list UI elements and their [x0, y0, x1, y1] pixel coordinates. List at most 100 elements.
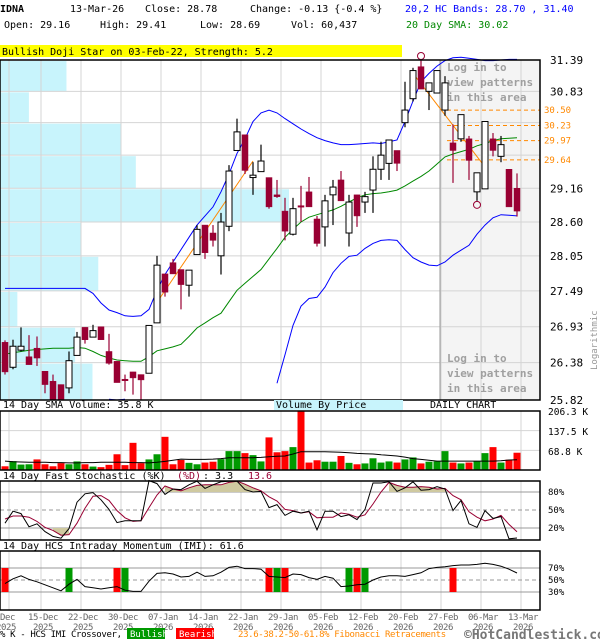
volume-bar [1, 466, 9, 470]
volume-bar [417, 463, 425, 470]
imi-tick-label: 30% [548, 588, 565, 598]
price-tick-label: 29.16 [550, 182, 583, 195]
candle-body [41, 371, 49, 385]
crossover-legend: % K - HCS IMI Crossover, [0, 630, 122, 640]
candle [481, 121, 489, 190]
stoch-d-label: (%D) [177, 471, 201, 482]
candle-body [193, 228, 201, 256]
volume-bar [385, 461, 393, 470]
candle [73, 331, 81, 356]
candle [313, 215, 321, 247]
imi-line [4, 562, 518, 592]
volume-bar [201, 462, 209, 470]
volume-bar [337, 455, 345, 470]
candle-body [265, 177, 273, 208]
date-tick-label: 05-Feb [308, 613, 338, 623]
candle-body [441, 82, 449, 111]
volume-bar [321, 461, 329, 470]
volume-bar [209, 461, 217, 470]
candle [249, 162, 257, 195]
date-tick-label: 27-Feb [428, 613, 458, 623]
pattern-banner[interactable]: Bullish Doji Star on 03-Feb-22, Strength… [2, 47, 273, 58]
volume-bar [449, 462, 457, 470]
volume-bar [121, 465, 129, 470]
stoch-zone-fill [165, 481, 261, 492]
copyright[interactable]: ©HotCandlestick.com [464, 628, 600, 640]
high-value: High: 29.41 [100, 20, 166, 31]
volume-bar [265, 437, 273, 470]
candle [41, 371, 49, 394]
candle [137, 374, 145, 400]
volume-bar [105, 464, 113, 470]
candle [433, 70, 441, 94]
candle-body [433, 70, 441, 94]
volume-bar [289, 447, 297, 470]
candle [177, 269, 185, 310]
candle [449, 124, 457, 183]
date-tick-label: 15-Dec [28, 613, 58, 623]
volume-bar [361, 463, 369, 470]
volume-bar [17, 464, 25, 470]
volume-bar [97, 467, 105, 470]
candle-body [321, 200, 329, 228]
price-tick-label: 30.83 [550, 85, 583, 98]
volume-bar [65, 464, 73, 470]
imi-tick-label: 50% [548, 576, 565, 586]
candle-body [273, 194, 281, 197]
bearish-crossover-bar [265, 568, 273, 592]
candle-body [401, 109, 409, 124]
volume-bar [241, 453, 249, 470]
volume-bar [145, 459, 153, 470]
candle [209, 225, 217, 247]
close-value: Close: 28.78 [145, 4, 217, 15]
candle [9, 339, 17, 370]
candle [25, 335, 33, 365]
candle-body [121, 378, 129, 381]
candle [233, 118, 241, 151]
candle-body [489, 138, 497, 151]
candle [169, 258, 177, 275]
date-tick-label: 20-Feb [388, 613, 418, 623]
stoch-d-line [4, 480, 518, 536]
date-tick-label: 12-Feb [348, 613, 378, 623]
volume-bar [185, 462, 193, 470]
candle [369, 156, 377, 213]
candle [473, 172, 481, 201]
volume-by-price-label: Volume By Price [276, 400, 366, 411]
candle [377, 141, 385, 180]
candle [297, 185, 305, 223]
candle [217, 212, 225, 275]
stoch-panel-border [0, 480, 541, 541]
fib-label: 30.50 [544, 106, 571, 116]
candle-body [513, 188, 521, 212]
candle [401, 81, 409, 128]
candle [153, 255, 161, 324]
volume-tick-label: 68.8 K [548, 447, 583, 458]
volume-bar [273, 452, 281, 470]
candle-body [241, 134, 249, 171]
date-tick-year: 2026 [353, 623, 373, 633]
price-panel: 31.39 30.83 29.16 28.60 28.05 27.49 26.93 26.38… [0, 52, 583, 407]
stochastic-panel: 80% 50% 20% [0, 479, 565, 541]
stoch-tick-label: 20% [548, 524, 565, 534]
bullish-crossover-bar [65, 568, 73, 592]
volume-bar [377, 462, 385, 470]
candle [305, 176, 313, 208]
date-tick-year: 2025 [33, 623, 53, 633]
candle-body [177, 269, 185, 285]
volume-bar [297, 411, 305, 470]
date-tick-year: 2026 [233, 623, 253, 633]
quote-date: 13-Mar-26 [70, 4, 124, 15]
candle [505, 169, 513, 208]
volume-bar [513, 452, 521, 470]
candle-body [209, 232, 217, 241]
volume-bar [441, 451, 449, 470]
bullish-crossover-bar [361, 568, 369, 592]
date-tick-label: 14-Jan [188, 613, 218, 623]
volume-bar [489, 447, 497, 470]
login-prompt-bottom: view patterns [447, 367, 533, 380]
pattern-marker [417, 52, 425, 60]
candle-body [153, 264, 161, 324]
candle-body [497, 144, 505, 157]
